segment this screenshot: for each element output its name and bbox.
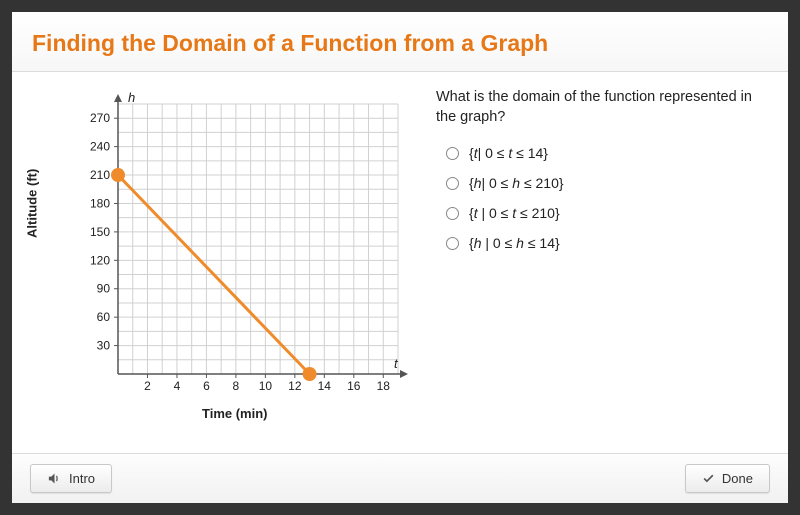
svg-text:14: 14 — [318, 379, 332, 393]
page-title: Finding the Domain of a Function from a … — [32, 30, 768, 57]
check-icon — [702, 472, 715, 485]
svg-text:10: 10 — [259, 379, 273, 393]
radio-icon — [446, 147, 459, 160]
svg-text:210: 210 — [90, 168, 110, 182]
svg-text:270: 270 — [90, 111, 110, 125]
answer-option-4[interactable]: {h | 0 ≤ h ≤ 14} — [446, 235, 768, 251]
svg-text:60: 60 — [97, 310, 111, 324]
answer-option-3[interactable]: {t | 0 ≤ t ≤ 210} — [446, 205, 768, 221]
speaker-icon — [47, 471, 62, 486]
svg-text:120: 120 — [90, 253, 110, 267]
app-frame: Finding the Domain of a Function from a … — [0, 0, 800, 515]
svg-text:18: 18 — [377, 379, 391, 393]
y-axis-label: Altitude (ft) — [25, 169, 40, 238]
done-button-label: Done — [722, 471, 753, 486]
radio-icon — [446, 207, 459, 220]
svg-text:12: 12 — [288, 379, 302, 393]
option-label: {h| 0 ≤ h ≤ 210} — [469, 175, 564, 191]
option-label: {h | 0 ≤ h ≤ 14} — [469, 235, 560, 251]
chart-panel: Altitude (ft) Time (min) 306090120150180… — [32, 88, 412, 428]
svg-text:8: 8 — [233, 379, 240, 393]
radio-icon — [446, 237, 459, 250]
intro-button-label: Intro — [69, 471, 95, 486]
content-area: Altitude (ft) Time (min) 306090120150180… — [12, 72, 788, 453]
option-label: {t | 0 ≤ t ≤ 210} — [469, 205, 560, 221]
svg-text:4: 4 — [174, 379, 181, 393]
svg-text:16: 16 — [347, 379, 361, 393]
radio-icon — [446, 177, 459, 190]
svg-text:150: 150 — [90, 225, 110, 239]
svg-text:180: 180 — [90, 196, 110, 210]
chart-svg-wrap: 30609012015018021024027024681012141618ht — [70, 88, 410, 413]
lesson-card: Finding the Domain of a Function from a … — [12, 12, 788, 503]
answer-option-2[interactable]: {h| 0 ≤ h ≤ 210} — [446, 175, 768, 191]
question-panel: What is the domain of the function repre… — [436, 88, 768, 443]
svg-text:2: 2 — [144, 379, 151, 393]
svg-text:240: 240 — [90, 140, 110, 154]
done-button[interactable]: Done — [685, 464, 770, 493]
header: Finding the Domain of a Function from a … — [12, 12, 788, 72]
svg-text:6: 6 — [203, 379, 210, 393]
footer: Intro Done — [12, 453, 788, 503]
svg-text:90: 90 — [97, 282, 111, 296]
intro-button[interactable]: Intro — [30, 464, 112, 493]
svg-text:30: 30 — [97, 339, 111, 353]
option-label: {t| 0 ≤ t ≤ 14} — [469, 145, 548, 161]
svg-text:h: h — [128, 90, 135, 105]
answer-option-1[interactable]: {t| 0 ≤ t ≤ 14} — [446, 145, 768, 161]
question-prompt: What is the domain of the function repre… — [436, 88, 768, 127]
altitude-chart: 30609012015018021024027024681012141618ht — [70, 88, 410, 408]
